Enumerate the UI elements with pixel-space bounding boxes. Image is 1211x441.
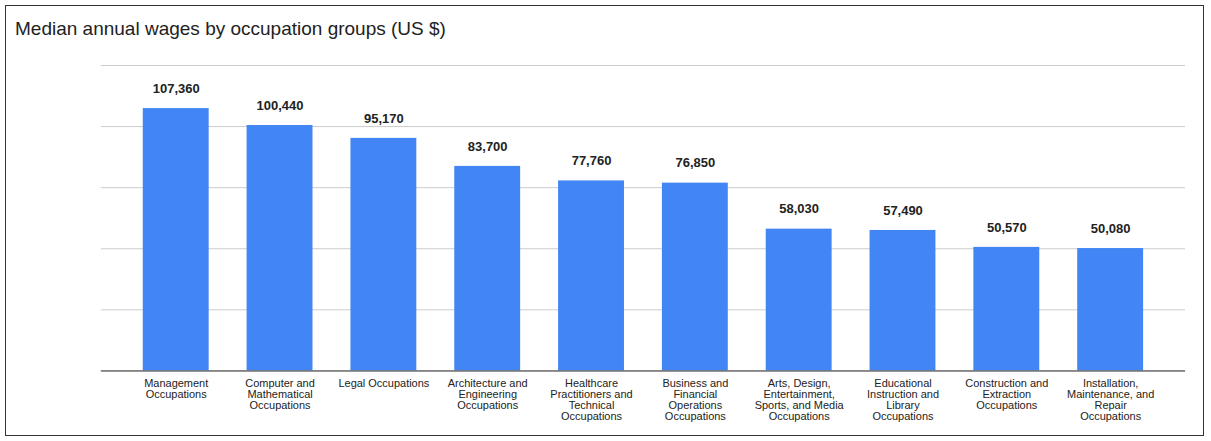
svg-text:83,700: 83,700 (468, 139, 508, 154)
svg-text:Arts, Design,Entertainment,Spo: Arts, Design,Entertainment,Sports, and M… (755, 377, 845, 422)
svg-text:77,760: 77,760 (572, 153, 612, 168)
svg-text:Business andFinancialOperation: Business andFinancialOperationsOccupatio… (662, 377, 728, 422)
svg-text:HealthcarePractitioners andTec: HealthcarePractitioners andTechnicalOccu… (550, 377, 632, 422)
svg-text:EducationalInstruction andLibr: EducationalInstruction andLibraryOccupat… (867, 377, 939, 422)
svg-text:50,570: 50,570 (987, 220, 1027, 235)
svg-text:Construction andExtractionOccu: Construction andExtractionOccupations (965, 377, 1048, 411)
svg-text:76,850: 76,850 (676, 155, 716, 170)
svg-text:58,030: 58,030 (779, 201, 819, 216)
svg-text:Computer andMathematicalOccupa: Computer andMathematicalOccupations (245, 377, 315, 411)
svg-text:57,490: 57,490 (883, 203, 923, 218)
svg-text:ManagementOccupations: ManagementOccupations (144, 377, 208, 400)
svg-text:95,170: 95,170 (364, 111, 404, 126)
svg-text:Legal Occupations: Legal Occupations (338, 377, 429, 389)
html-text:Median annual wages by occupat: Median annual wages by occupation groups… (15, 18, 446, 39)
svg-text:Installation,Maintenance, andR: Installation,Maintenance, andRepairOccup… (1067, 377, 1154, 422)
svg-text:50,080: 50,080 (1091, 221, 1131, 236)
svg-text:107,360: 107,360 (153, 81, 200, 96)
svg-text:Architecture andEngineeringOcc: Architecture andEngineeringOccupations (448, 377, 528, 411)
svg-text:100,440: 100,440 (257, 98, 304, 113)
